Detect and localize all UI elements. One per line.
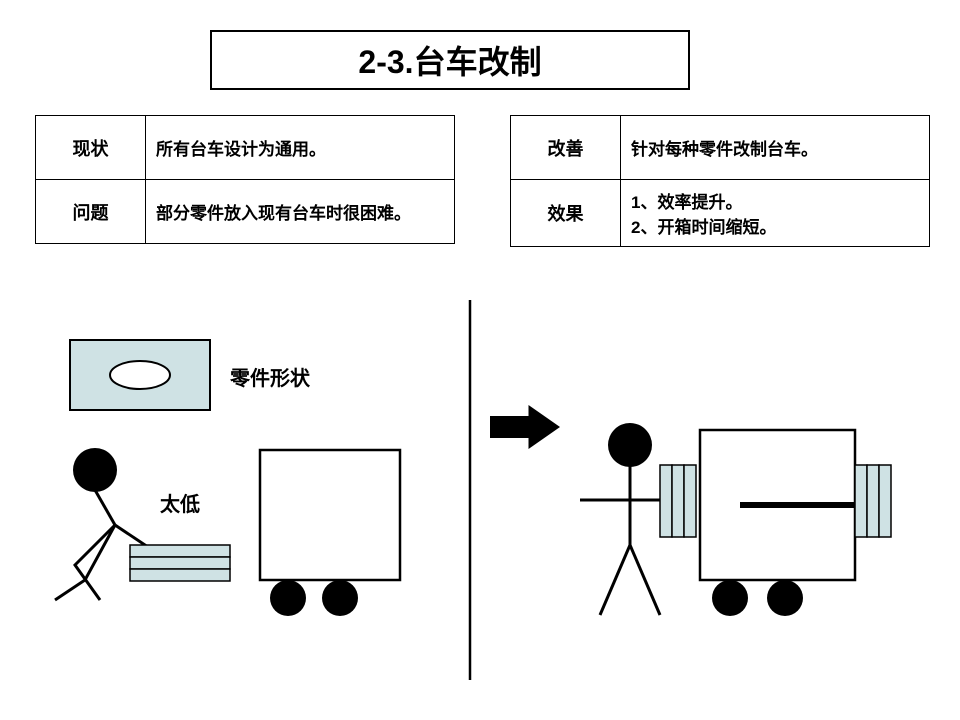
title-box: 2-3.台车改制 — [210, 30, 690, 90]
right-part-vert — [867, 465, 879, 537]
right-part-vert — [672, 465, 684, 537]
table-row: 效果 1、效率提升。 2、开箱时间缩短。 — [511, 180, 930, 247]
left-part-slab — [130, 557, 230, 569]
improve-effect-table: 改善 针对每种零件改制台车。 效果 1、效率提升。 2、开箱时间缩短。 — [510, 115, 930, 247]
right-person-leg — [600, 545, 630, 615]
right-part-vert — [660, 465, 672, 537]
page-title: 2-3.台车改制 — [358, 37, 541, 83]
right-part-vert — [684, 465, 696, 537]
table-row: 现状 所有台车设计为通用。 — [36, 116, 455, 180]
right-person-leg — [630, 545, 660, 615]
content-effect: 1、效率提升。 2、开箱时间缩短。 — [621, 180, 930, 247]
right-person-head — [608, 423, 652, 467]
left-person-leg — [55, 525, 115, 600]
left-cart-box — [260, 450, 400, 580]
left-person-body — [95, 490, 115, 525]
right-cart-wheel — [767, 580, 803, 616]
label-problem: 问题 — [36, 180, 146, 244]
content-improve: 针对每种零件改制台车。 — [621, 116, 930, 180]
left-cart-wheel — [322, 580, 358, 616]
left-part-slab — [130, 545, 230, 557]
right-part-vert — [855, 465, 867, 537]
label-improve: 改善 — [511, 116, 621, 180]
diagram-stage — [0, 300, 960, 700]
part-shape-hole — [110, 361, 170, 389]
right-cart-wheel — [712, 580, 748, 616]
content-current: 所有台车设计为通用。 — [146, 116, 455, 180]
label-effect: 效果 — [511, 180, 621, 247]
table-row: 问题 部分零件放入现有台车时很困难。 — [36, 180, 455, 244]
label-current: 现状 — [36, 116, 146, 180]
right-part-vert — [879, 465, 891, 537]
arrow-icon — [490, 405, 560, 449]
status-problem-table: 现状 所有台车设计为通用。 问题 部分零件放入现有台车时很困难。 — [35, 115, 455, 244]
content-problem: 部分零件放入现有台车时很困难。 — [146, 180, 455, 244]
left-person-head — [73, 448, 117, 492]
table-row: 改善 针对每种零件改制台车。 — [511, 116, 930, 180]
left-part-slab — [130, 569, 230, 581]
left-cart-wheel — [270, 580, 306, 616]
